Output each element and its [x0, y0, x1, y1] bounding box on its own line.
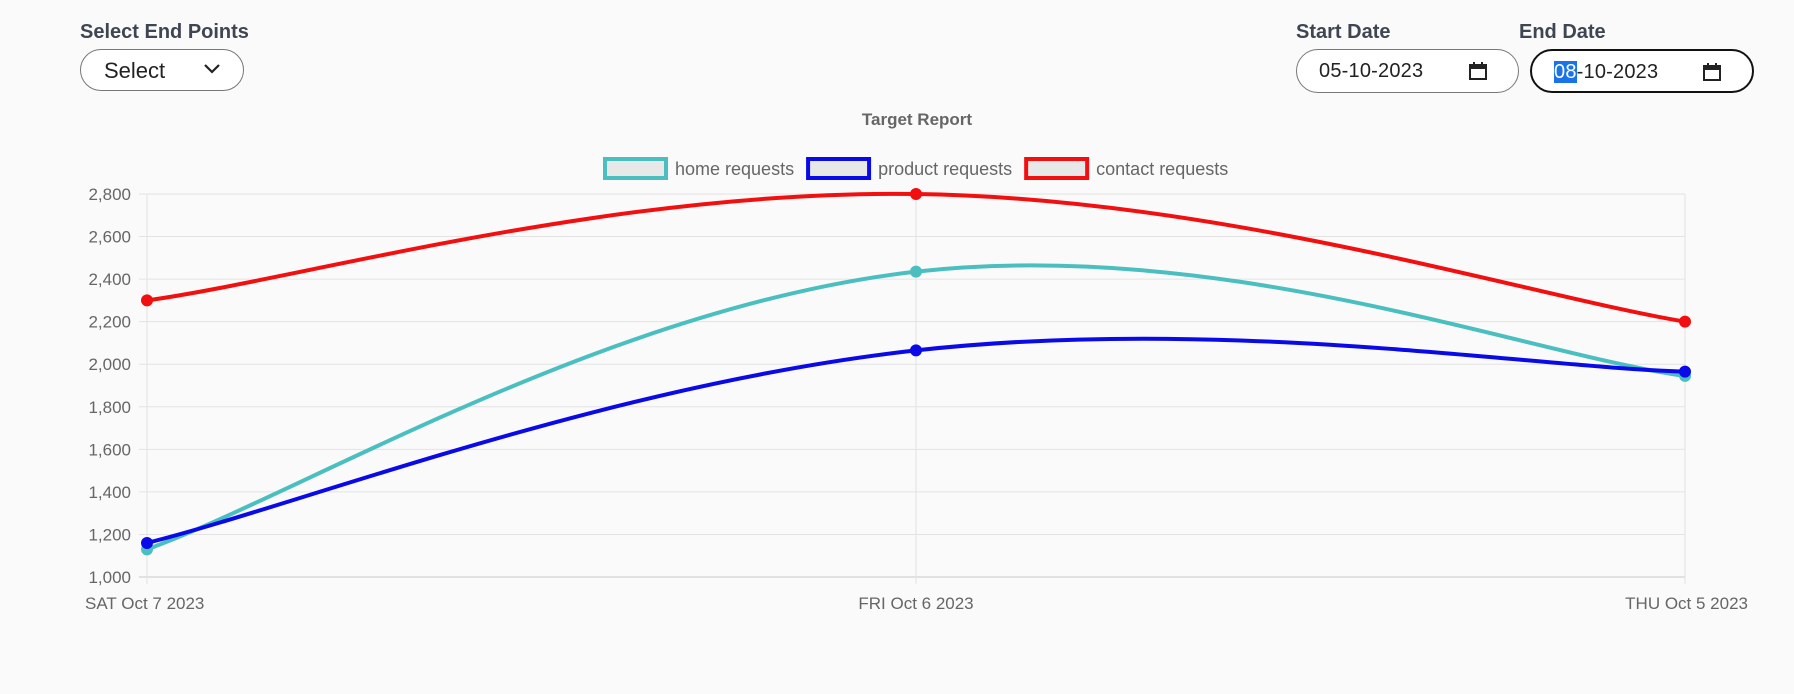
legend-swatch — [808, 159, 869, 178]
y-tick-label: 2,600 — [88, 228, 131, 247]
legend-item[interactable]: contact requests — [1026, 159, 1228, 179]
y-tick-label: 2,200 — [88, 313, 131, 332]
legend: home requests product requests contact req… — [605, 159, 1228, 179]
y-tick-label: 1,000 — [88, 568, 131, 587]
data-point[interactable] — [911, 189, 921, 199]
legend-item[interactable]: product requests — [808, 159, 1012, 179]
legend-label: contact requests — [1096, 159, 1228, 179]
legend-swatch — [605, 159, 666, 178]
grid-lines — [139, 194, 1685, 584]
data-point[interactable] — [142, 295, 152, 305]
data-point[interactable] — [911, 345, 921, 355]
data-point[interactable] — [1680, 317, 1690, 327]
legend-swatch — [1026, 159, 1087, 178]
legend-label: product requests — [878, 159, 1012, 179]
data-point[interactable] — [1680, 367, 1690, 377]
y-tick-label: 2,400 — [88, 270, 131, 289]
legend-label: home requests — [675, 159, 794, 179]
y-tick-label: 2,000 — [88, 355, 131, 374]
data-point[interactable] — [911, 267, 921, 277]
y-tick-label: 1,800 — [88, 398, 131, 417]
x-tick-label: FRI Oct 6 2023 — [858, 594, 973, 613]
legend-item[interactable]: home requests — [605, 159, 794, 179]
y-tick-label: 1,400 — [88, 483, 131, 502]
x-axis: SAT Oct 7 2023 FRI Oct 6 2023 THU Oct 5 20… — [85, 594, 1748, 613]
y-tick-label: 1,200 — [88, 525, 131, 544]
y-tick-label: 1,600 — [88, 440, 131, 459]
y-tick-label: 2,800 — [88, 185, 131, 204]
data-point[interactable] — [142, 538, 152, 548]
x-tick-label: SAT Oct 7 2023 — [85, 594, 204, 613]
y-axis: 2,800 2,600 2,400 2,200 2,000 1,800 1,600 1,400… — [88, 185, 131, 587]
x-tick-label: THU Oct 5 2023 — [1625, 594, 1748, 613]
chart-title: Target Report — [862, 110, 973, 129]
